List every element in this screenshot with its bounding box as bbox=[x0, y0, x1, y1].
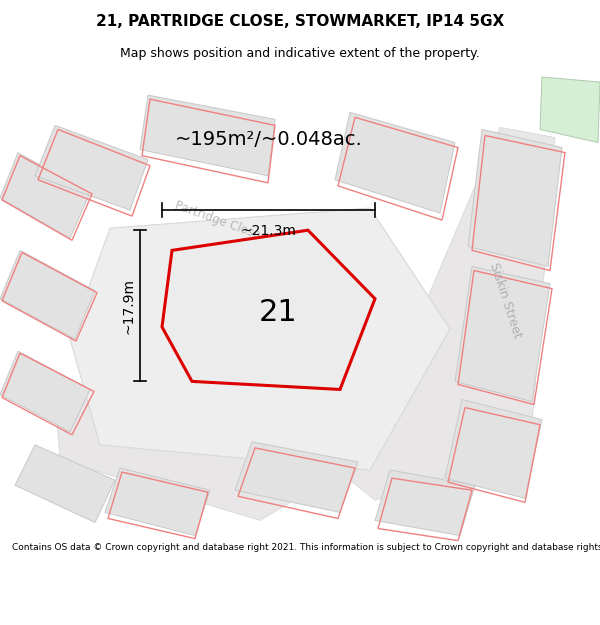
Polygon shape bbox=[35, 126, 148, 210]
Polygon shape bbox=[70, 208, 450, 470]
Polygon shape bbox=[55, 339, 430, 521]
Polygon shape bbox=[235, 442, 358, 512]
Text: ~17.9m: ~17.9m bbox=[121, 278, 135, 334]
Polygon shape bbox=[140, 95, 275, 176]
Polygon shape bbox=[162, 230, 375, 389]
Polygon shape bbox=[468, 129, 562, 266]
Polygon shape bbox=[105, 468, 210, 536]
Polygon shape bbox=[540, 77, 600, 142]
Polygon shape bbox=[335, 112, 455, 213]
Polygon shape bbox=[375, 470, 475, 536]
Text: Map shows position and indicative extent of the property.: Map shows position and indicative extent… bbox=[120, 48, 480, 61]
Text: Partridge Close: Partridge Close bbox=[173, 199, 263, 242]
Text: 21, PARTRIDGE CLOSE, STOWMARKET, IP14 5GX: 21, PARTRIDGE CLOSE, STOWMARKET, IP14 5G… bbox=[96, 14, 504, 29]
Polygon shape bbox=[0, 351, 90, 432]
Polygon shape bbox=[0, 152, 90, 238]
Text: Siskin Street: Siskin Street bbox=[487, 261, 523, 340]
Polygon shape bbox=[0, 251, 95, 339]
Polygon shape bbox=[445, 399, 542, 498]
Text: Contains OS data © Crown copyright and database right 2021. This information is : Contains OS data © Crown copyright and d… bbox=[12, 543, 600, 552]
Text: ~195m²/~0.048ac.: ~195m²/~0.048ac. bbox=[175, 130, 363, 149]
Polygon shape bbox=[15, 445, 115, 522]
Text: ~21.3m: ~21.3m bbox=[241, 224, 296, 238]
Polygon shape bbox=[350, 127, 555, 500]
Polygon shape bbox=[455, 266, 550, 401]
Text: 21: 21 bbox=[259, 298, 298, 328]
